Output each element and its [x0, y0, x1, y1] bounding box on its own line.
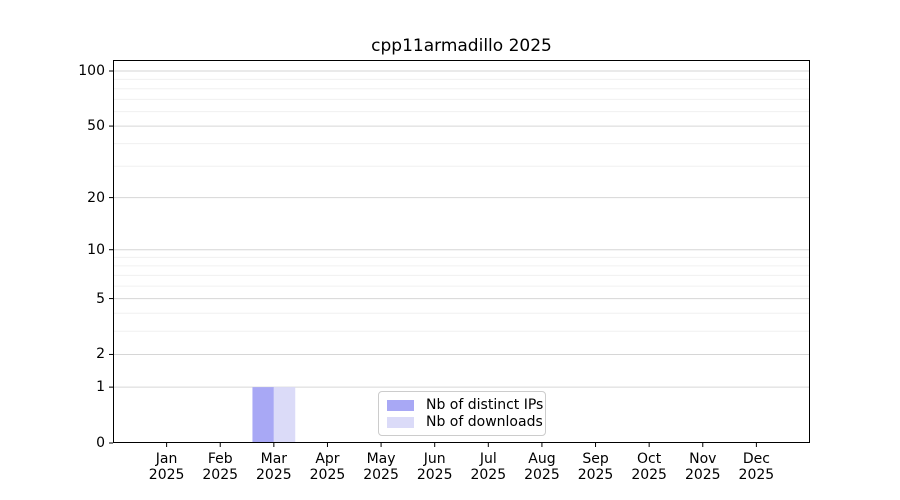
x-tick-label-jul: Jul 2025: [470, 451, 506, 483]
x-tick-label-mar: Mar 2025: [256, 451, 292, 483]
x-tick-month: Aug: [528, 451, 556, 467]
bar-distinct-ips-mar: [252, 387, 274, 443]
legend-label-downloads: Nb of downloads: [426, 414, 543, 430]
x-tick-year: 2025: [524, 467, 560, 483]
x-tick-year: 2025: [148, 467, 185, 483]
x-tick-month: Jun: [423, 451, 446, 467]
x-tick-month: Feb: [207, 451, 233, 467]
x-tick-year: 2025: [684, 467, 721, 483]
x-tick-label-jan: Jan 2025: [149, 451, 185, 483]
legend: Nb of distinct IPs Nb of downloads: [378, 391, 546, 436]
y-tick-label-100: 100: [78, 63, 105, 79]
y-tick-label-1: 1: [96, 379, 105, 396]
x-tick-year: 2025: [363, 467, 399, 483]
x-tick-label-jun: Jun 2025: [417, 451, 453, 483]
y-tick-label-5: 5: [96, 290, 105, 307]
plot-border: [113, 60, 810, 443]
x-tick-month: Mar: [260, 451, 288, 467]
x-tick-label-nov: Nov 2025: [685, 451, 721, 483]
x-tick-year: 2025: [631, 467, 667, 483]
x-tick-year: 2025: [470, 467, 507, 483]
x-tick-month: May: [366, 451, 396, 467]
legend-swatch-distinct-ips: [387, 399, 414, 411]
legend-row-distinct-ips: Nb of distinct IPs: [387, 397, 543, 413]
x-tick-year: 2025: [256, 467, 292, 483]
chart-title: cpp11armadillo 2025: [371, 36, 552, 56]
x-tick-year: 2025: [577, 467, 614, 483]
x-tick-year: 2025: [202, 467, 239, 483]
y-tick-label-50: 50: [87, 118, 105, 135]
legend-row-downloads: Nb of downloads: [387, 414, 543, 430]
x-tick-month: Jan: [155, 451, 178, 467]
x-tick-year: 2025: [309, 467, 346, 483]
x-tick-month: Nov: [689, 451, 717, 467]
x-tick-label-aug: Aug 2025: [524, 451, 560, 483]
x-tick-label-feb: Feb 2025: [202, 451, 238, 483]
x-tick-year: 2025: [738, 467, 775, 483]
x-tick-label-oct: Oct 2025: [631, 451, 667, 483]
x-tick-month: Apr: [315, 451, 340, 467]
legend-swatch-downloads: [387, 416, 414, 428]
bar-downloads-mar: [273, 387, 296, 443]
y-tick-label-20: 20: [87, 189, 105, 206]
y-tick-label-2: 2: [96, 346, 105, 363]
legend-label-distinct-ips: Nb of distinct IPs: [426, 397, 544, 413]
x-tick-month: Jul: [479, 451, 497, 467]
x-tick-month: Dec: [742, 451, 770, 467]
x-tick-month: Oct: [637, 451, 662, 467]
x-tick-label-dec: Dec 2025: [739, 451, 775, 483]
x-tick-year: 2025: [416, 467, 453, 483]
x-tick-label-may: May 2025: [363, 451, 399, 483]
y-tick-label-10: 10: [87, 241, 105, 258]
y-tick-label-0: 0: [96, 435, 105, 451]
x-tick-label-apr: Apr 2025: [310, 451, 346, 483]
x-tick-label-sep: Sep 2025: [578, 451, 614, 483]
x-tick-month: Sep: [582, 451, 609, 467]
